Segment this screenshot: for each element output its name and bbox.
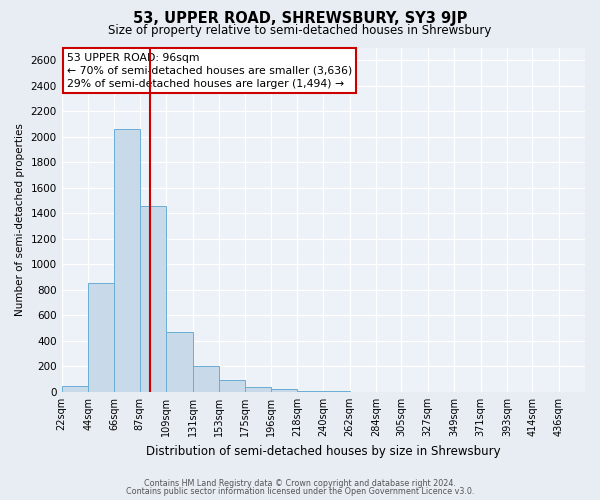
Text: 53, UPPER ROAD, SHREWSBURY, SY3 9JP: 53, UPPER ROAD, SHREWSBURY, SY3 9JP xyxy=(133,11,467,26)
Bar xyxy=(88,284,115,392)
Text: 53 UPPER ROAD: 96sqm
← 70% of semi-detached houses are smaller (3,636)
29% of se: 53 UPPER ROAD: 96sqm ← 70% of semi-detac… xyxy=(67,52,352,89)
X-axis label: Distribution of semi-detached houses by size in Shrewsbury: Distribution of semi-detached houses by … xyxy=(146,444,500,458)
Bar xyxy=(271,390,297,392)
Bar xyxy=(245,387,271,392)
Bar xyxy=(297,390,323,392)
Bar xyxy=(219,380,245,392)
Text: Contains HM Land Registry data © Crown copyright and database right 2024.: Contains HM Land Registry data © Crown c… xyxy=(144,480,456,488)
Bar xyxy=(62,386,88,392)
Bar xyxy=(140,206,166,392)
Bar xyxy=(115,129,140,392)
Y-axis label: Number of semi-detached properties: Number of semi-detached properties xyxy=(15,124,25,316)
Bar xyxy=(166,332,193,392)
Text: Contains public sector information licensed under the Open Government Licence v3: Contains public sector information licen… xyxy=(126,487,474,496)
Text: Size of property relative to semi-detached houses in Shrewsbury: Size of property relative to semi-detach… xyxy=(109,24,491,37)
Bar xyxy=(193,366,219,392)
